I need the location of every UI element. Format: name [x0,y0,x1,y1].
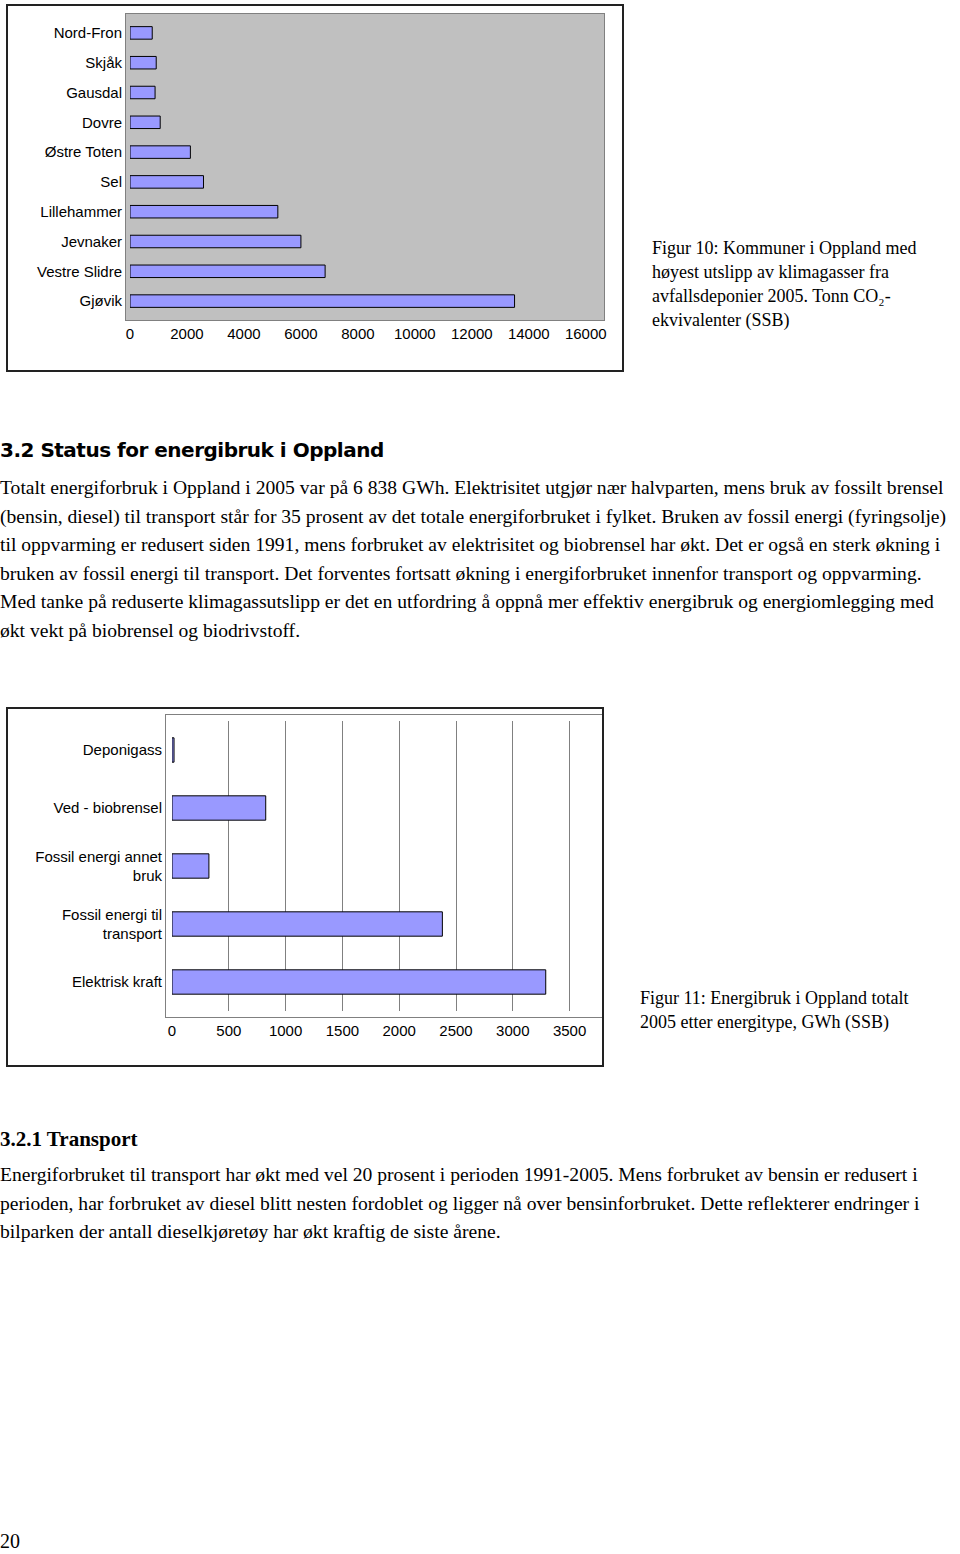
svg-text:0: 0 [126,325,134,342]
html-text:Energiforbruket til transport: Energiforbruket til transport har økt me… [0,1164,920,1243]
html-text:Figur 11: Energibruk i Oppland: Figur 11: Energibruk i Oppland totalt 20… [640,988,909,1032]
svg-text:12000: 12000 [451,325,493,342]
svg-text:1000: 1000 [269,1022,302,1039]
svg-text:Elektrisk kraft: Elektrisk kraft [72,973,163,990]
svg-text:Dovre: Dovre [82,114,122,131]
svg-text:Gjøvik: Gjøvik [80,292,123,309]
svg-text:6000: 6000 [284,325,317,342]
html-text:Totalt energiforbruk i Oppland: Totalt energiforbruk i Oppland i 2005 va… [0,477,947,641]
svg-text:Jevnaker: Jevnaker [61,233,122,250]
html-text:20: 20 [0,1530,20,1552]
svg-text:Fossil energi annetbruk: Fossil energi annetbruk [35,848,163,885]
svg-text:Skjåk: Skjåk [85,54,122,71]
svg-text:Sel: Sel [100,173,122,190]
svg-text:Fossil energi tiltransport: Fossil energi tiltransport [62,906,163,943]
svg-text:0: 0 [168,1022,176,1039]
svg-text:Nord-Fron: Nord-Fron [54,24,122,41]
svg-text:2000: 2000 [170,325,203,342]
svg-text:Vestre Slidre: Vestre Slidre [37,263,122,280]
html-text:3.2 Status for energibruk i Op: 3.2 Status for energibruk i Oppland [0,438,384,462]
svg-text:Deponigass: Deponigass [83,741,162,758]
svg-text:500: 500 [216,1022,241,1039]
svg-text:10000: 10000 [394,325,436,342]
svg-text:2500: 2500 [439,1022,472,1039]
svg-text:1500: 1500 [326,1022,359,1039]
html-text:3.2.1 Transport: 3.2.1 Transport [0,1127,138,1151]
svg-text:16000: 16000 [565,325,607,342]
html-text:Figur 10: Kommuner i Oppland m: Figur 10: Kommuner i Oppland med høyest … [652,238,917,330]
svg-text:Ved - biobrensel: Ved - biobrensel [54,799,162,816]
svg-text:3500: 3500 [553,1022,586,1039]
svg-text:4000: 4000 [227,325,260,342]
svg-text:Lillehammer: Lillehammer [40,203,122,220]
svg-text:3000: 3000 [496,1022,529,1039]
svg-text:8000: 8000 [341,325,374,342]
svg-text:14000: 14000 [508,325,550,342]
svg-text:Gausdal: Gausdal [66,84,122,101]
svg-text:2000: 2000 [383,1022,416,1039]
svg-text:Østre Toten: Østre Toten [45,143,122,160]
